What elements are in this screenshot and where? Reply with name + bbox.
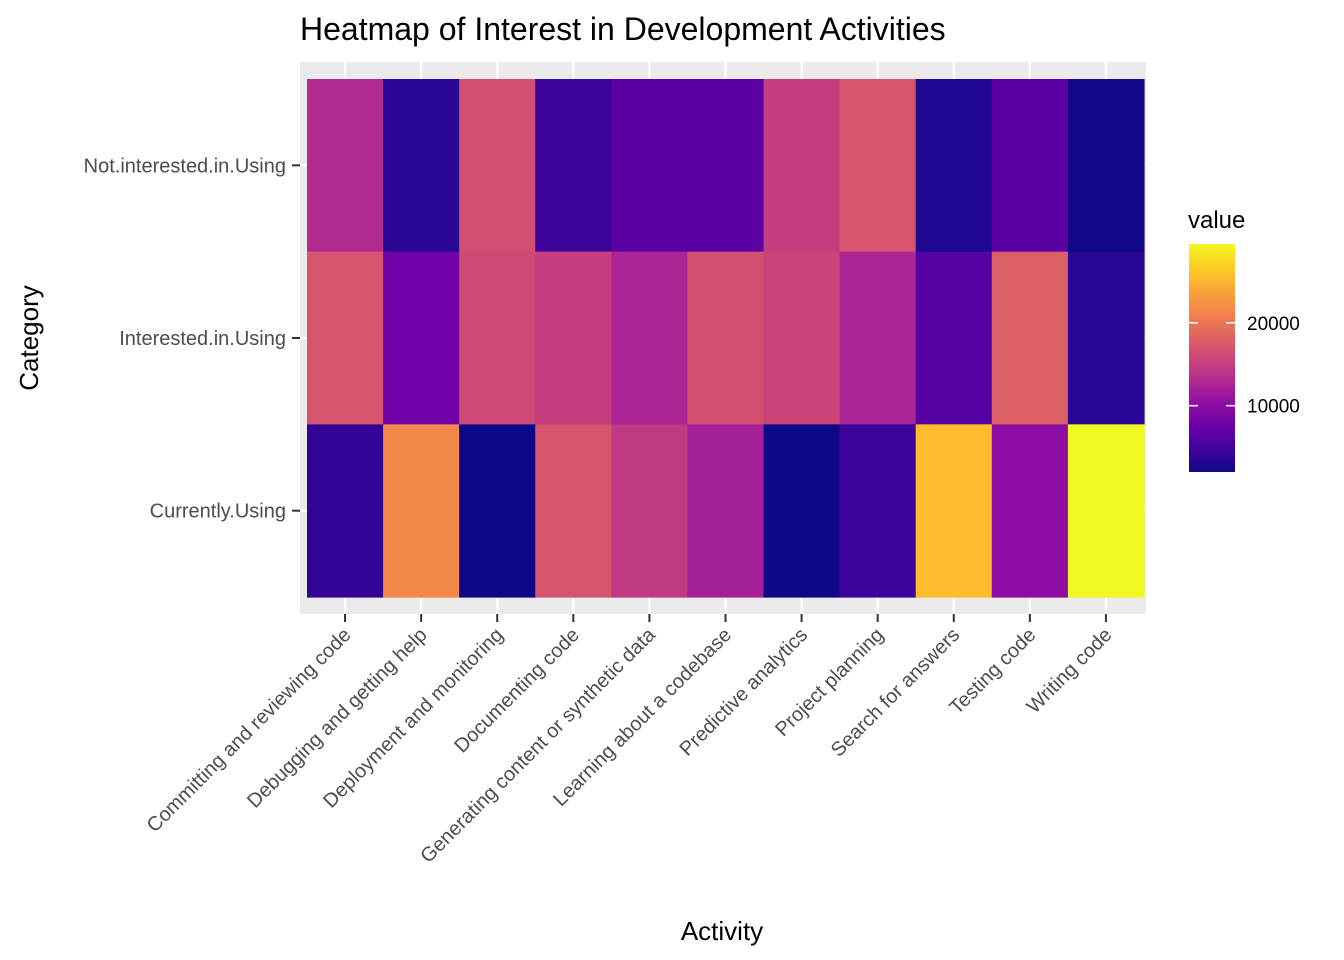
heatmap-cell (307, 251, 384, 425)
heatmap-cell (383, 79, 460, 253)
heatmap-cell (687, 424, 765, 598)
y-tick-label: Not.interested.in.Using (84, 155, 286, 177)
heatmap-cell (839, 424, 917, 598)
y-tick-label: Interested.in.Using (119, 328, 286, 350)
y-tick-label: Currently.Using (150, 501, 286, 523)
heatmap-cell (307, 424, 384, 598)
heatmap-cell (307, 79, 384, 253)
heatmap-cell (915, 251, 993, 425)
heatmap-cell (1067, 424, 1145, 598)
x-tick-label: Search for answers (827, 624, 964, 761)
heatmap-cell (611, 251, 689, 425)
x-tick-label: Documenting code (450, 624, 583, 757)
heatmap-cell (459, 251, 536, 425)
heatmap-cell (991, 251, 1069, 425)
heatmap-cell (915, 79, 993, 253)
heatmap-cell (915, 424, 993, 598)
color-legend: value 10000 20000 (1188, 207, 1300, 472)
y-axis: Not.interested.in.Using Interested.in.Usi… (84, 155, 300, 523)
heatmap-cell (687, 251, 765, 425)
heatmap-cell (459, 424, 536, 598)
x-axis-title: Activity (681, 916, 763, 946)
heatmap-cell (383, 251, 460, 425)
y-axis-title: Category (14, 285, 44, 391)
heatmap-cell (535, 251, 612, 425)
heatmap-cell (991, 424, 1069, 598)
heatmap-cell (763, 251, 841, 425)
heatmap-cell (611, 424, 689, 598)
legend-tick-label: 20000 (1247, 314, 1300, 335)
heatmap-cell (1067, 79, 1145, 253)
heatmap-cell (839, 251, 917, 425)
heatmap-cell (1067, 251, 1145, 425)
heatmap-cell (839, 79, 917, 253)
legend-colorbar (1189, 244, 1235, 472)
heatmap-cell (687, 79, 765, 253)
heatmap-cell (535, 424, 612, 598)
chart-title: Heatmap of Interest in Development Activ… (300, 11, 946, 47)
heatmap-cell (383, 424, 460, 598)
x-tick-label: Predictive analytics (676, 624, 813, 761)
legend-title: value (1188, 207, 1245, 234)
heatmap-cell (459, 79, 536, 253)
heatmap-cell (991, 79, 1069, 253)
heatmap-cell (763, 79, 841, 253)
heatmap-cell (535, 79, 612, 253)
heatmap-cell (611, 79, 689, 253)
legend-tick-label: 10000 (1247, 397, 1300, 418)
heatmap-cell (763, 424, 841, 598)
heatmap-cells (307, 79, 1145, 598)
